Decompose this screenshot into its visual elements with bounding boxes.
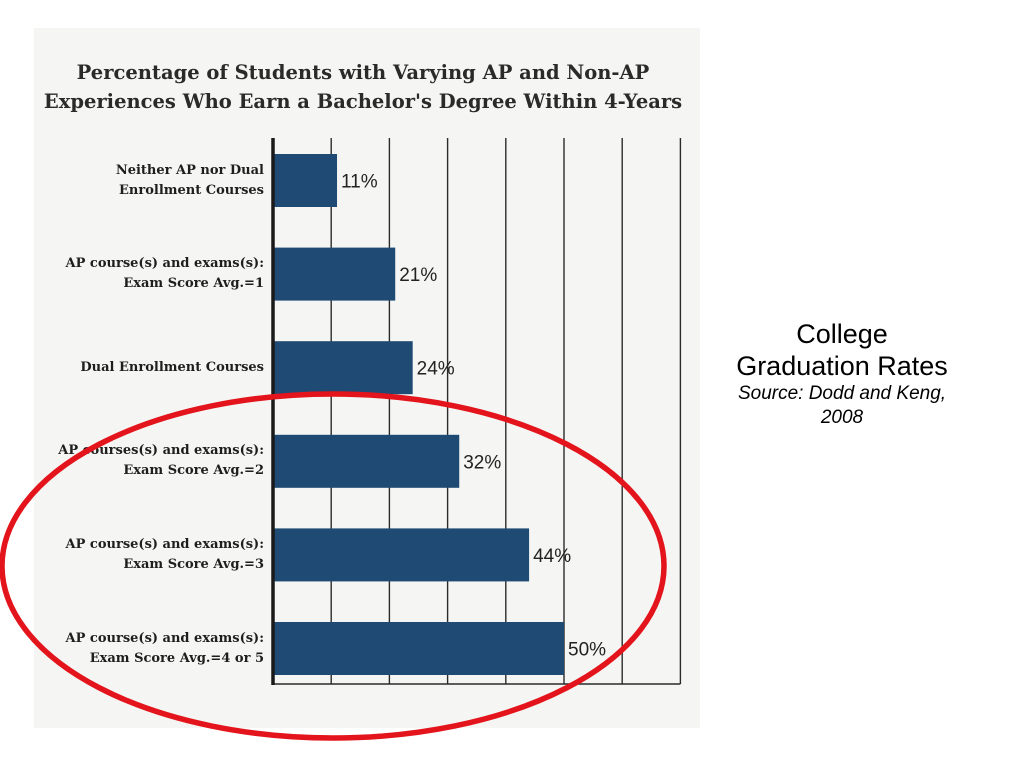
- slide-title-line-2: Graduation Rates: [736, 351, 948, 381]
- bar: [273, 528, 530, 582]
- bar-value-label: 11%: [341, 172, 378, 193]
- category-label: Dual Enrollment Courses: [80, 359, 264, 375]
- source-citation-line-2: 2008: [820, 407, 864, 428]
- slide-title-line-1: College: [796, 319, 888, 349]
- chart-title-line-2: Experiences Who Earn a Bachelor's Degree…: [43, 90, 683, 113]
- bar-value-label: 44%: [533, 546, 571, 567]
- slide-caption: College Graduation Rates Source: Dodd an…: [700, 318, 984, 430]
- bar-value-label: 50%: [568, 640, 606, 661]
- bar: [273, 341, 413, 395]
- category-label: Neither AP nor Dual Enrollment Courses: [115, 162, 264, 198]
- bar-value-label: 32%: [463, 452, 501, 473]
- bar: [273, 622, 564, 675]
- bar: [273, 247, 396, 301]
- bar: [273, 434, 460, 488]
- chart-title: Percentage of Students with Varying AP a…: [38, 58, 688, 116]
- bar: [273, 154, 338, 207]
- chart-title-line-1: Percentage of Students with Varying AP a…: [76, 61, 650, 84]
- category-label: AP course(s) and exams(s): Exam Score Av…: [65, 256, 264, 292]
- bar-value-label: 21%: [399, 265, 437, 286]
- source-citation-line-1: Source: Dodd and Keng,: [737, 383, 947, 404]
- bar-value-label: 24%: [417, 359, 455, 380]
